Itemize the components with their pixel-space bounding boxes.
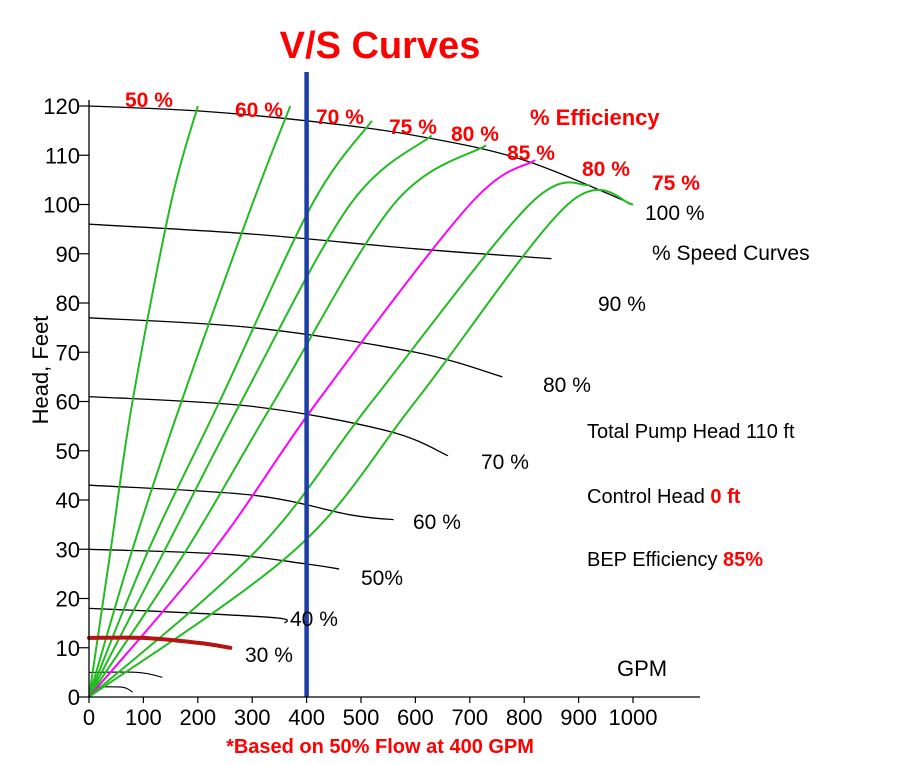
- y-tick-label-9: 90: [56, 242, 80, 267]
- x-tick-label-2: 200: [179, 705, 216, 730]
- x-tick-label-8: 800: [506, 705, 543, 730]
- efficiency-label-6: 80 %: [582, 158, 630, 181]
- y-tick-label-3: 30: [56, 537, 80, 562]
- efficiency-curve-5: [88, 159, 536, 698]
- speed-label-2: 80 %: [543, 374, 591, 397]
- y-tick-label-4: 40: [56, 488, 80, 513]
- control-head-prefix: Control Head: [587, 486, 710, 508]
- efficiency-curve-1: [88, 105, 292, 698]
- speed-curve-2: [88, 317, 503, 378]
- y-tick-label-1: 10: [56, 636, 80, 661]
- axes: 0 10 20 30 40 50 60 70 80 90 100 110 120 0 100 200 300 40…: [43, 94, 700, 730]
- speed-curves-layer: [88, 105, 634, 693]
- efficiency-curve-0: [88, 105, 199, 698]
- y-tick-label-2: 20: [56, 587, 80, 612]
- y-tick-label-5: 50: [56, 439, 80, 464]
- total-pump-head-note: Total Pump Head 110 ft: [587, 421, 795, 443]
- y-tick-label-7: 70: [56, 340, 80, 365]
- efficiency-curve-6: [88, 181, 590, 698]
- y-tick-label-8: 80: [56, 291, 80, 316]
- efficiency-curve-4: [88, 144, 487, 698]
- y-tick-label-0: 0: [68, 685, 80, 710]
- x-tick-label-10: 1000: [609, 705, 658, 730]
- footnote: *Based on 50% Flow at 400 GPM: [226, 736, 534, 758]
- y-tick-label-12: 120: [43, 94, 80, 119]
- speed-curve-3: [88, 395, 449, 457]
- speed-section-label: % Speed Curves: [652, 242, 810, 265]
- speed-curve-6: [88, 607, 288, 624]
- speed-curve-4: [88, 484, 394, 521]
- x-tick-label-5: 500: [343, 705, 380, 730]
- bep-prefix: BEP Efficiency: [587, 549, 723, 571]
- x-tick-label-9: 900: [560, 705, 597, 730]
- speed-curve-0: [88, 105, 634, 206]
- efficiency-curve-7: [88, 189, 634, 698]
- small-speed-curve-0: [88, 671, 163, 678]
- x-axis-label: GPM: [617, 656, 667, 681]
- y-axis-label: Head, Feet: [28, 316, 53, 425]
- y-tick-label-10: 100: [43, 193, 80, 218]
- efficiency-label-0: 50 %: [125, 89, 173, 112]
- curve-labels: 100 % 90 % 80 % 70 % 60 % 50% 40 % 30 % 50 % 60 %…: [125, 89, 705, 667]
- efficiency-label-1: 60 %: [235, 99, 283, 122]
- chart-title: V/S Curves: [280, 25, 481, 67]
- efficiency-curve-3: [88, 134, 433, 698]
- x-tick-label-7: 700: [451, 705, 488, 730]
- speed-label-3: 70 %: [481, 451, 529, 474]
- control-head-value: 0 ft: [710, 486, 740, 508]
- x-tick-label-1: 100: [125, 705, 162, 730]
- speed-curve-5: [88, 548, 340, 570]
- efficiency-label-2: 70 %: [316, 106, 364, 129]
- speed-label-7: 30 %: [245, 644, 293, 667]
- x-tick-label-4: 400: [288, 705, 325, 730]
- speed-label-6: 40 %: [290, 608, 338, 631]
- efficiency-curves-layer: [87, 72, 634, 698]
- speed-curve-1: [88, 223, 552, 260]
- speed-label-0: 100 %: [645, 202, 705, 225]
- speed-label-5: 50%: [361, 567, 403, 590]
- efficiency-section-label: % Efficiency: [530, 105, 660, 130]
- efficiency-label-5: 85 %: [507, 142, 555, 165]
- bep-value: 85%: [723, 549, 763, 571]
- y-tick-label-11: 110: [45, 143, 80, 168]
- system-curve: [87, 635, 233, 650]
- efficiency-curve-2: [88, 120, 373, 698]
- efficiency-label-7: 75 %: [652, 172, 700, 195]
- control-head-note: Control Head 0 ft: [587, 486, 741, 508]
- bep-efficiency-note: BEP Efficiency 85%: [587, 549, 763, 571]
- efficiency-label-3: 75 %: [389, 116, 437, 139]
- efficiency-label-4: 80 %: [451, 123, 499, 146]
- x-tick-label-6: 600: [397, 705, 434, 730]
- speed-label-4: 60 %: [413, 511, 461, 534]
- y-tick-label-6: 60: [56, 390, 80, 415]
- x-tick-label-0: 0: [83, 705, 95, 730]
- x-tick-label-3: 300: [234, 705, 271, 730]
- speed-label-1: 90 %: [598, 293, 646, 316]
